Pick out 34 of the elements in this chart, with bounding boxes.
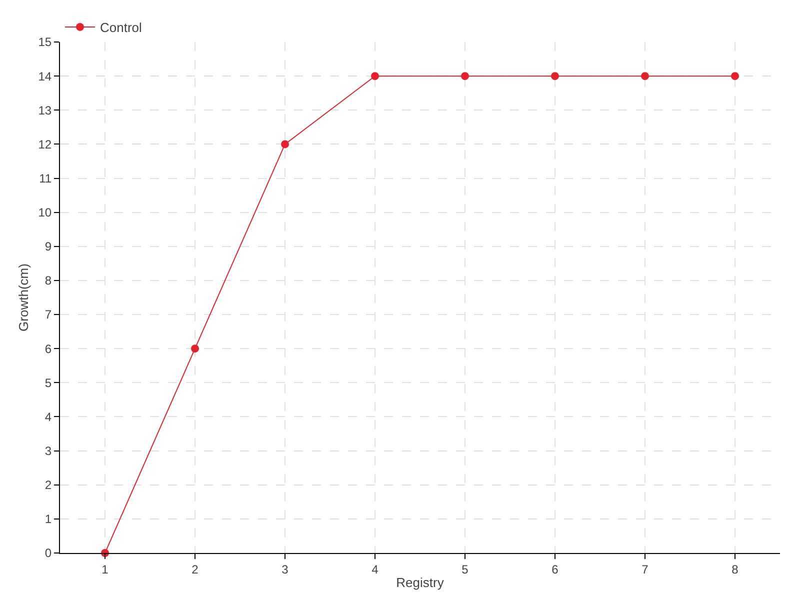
y-tick-label: 2 [44, 478, 52, 492]
y-tick-label: 15 [38, 35, 52, 50]
x-tick-label: 8 [732, 562, 739, 576]
y-axis-title: Growth(cm) [16, 264, 32, 332]
y-tick-label: 0 [44, 546, 52, 560]
point [191, 344, 199, 353]
point [551, 72, 559, 80]
legend-label: Control [100, 20, 142, 36]
x-axis-title: Registry [396, 575, 444, 590]
x-tick-label: 3 [282, 562, 289, 576]
y-tick-label: 13 [38, 103, 52, 118]
y-tick-label: 4 [44, 410, 52, 424]
y-tick-label: 6 [44, 342, 52, 356]
y-tick-label: 1 [44, 512, 52, 526]
x-tick-label: 5 [462, 562, 469, 576]
y-tick-label: 7 [44, 308, 52, 322]
y-tick-label: 14 [38, 69, 52, 84]
point [461, 72, 469, 80]
y-tick-label: 8 [44, 274, 52, 288]
point [371, 72, 379, 80]
y-tick-label: 5 [44, 376, 52, 390]
x-tick-label: 6 [552, 562, 559, 576]
y-tick-label: 10 [38, 206, 52, 220]
y-tick-label: 12 [38, 137, 52, 152]
point [641, 72, 649, 80]
x-tick-label: 1 [102, 562, 109, 576]
y-tick-label: 11 [39, 171, 52, 186]
point [731, 72, 739, 80]
x-tick-label: 7 [642, 562, 649, 576]
y-tick-label: 9 [44, 240, 52, 254]
x-tick-label: 4 [372, 562, 379, 576]
x-tick-label: 2 [192, 562, 199, 576]
point [281, 140, 289, 148]
y-tick-label: 3 [44, 444, 52, 458]
